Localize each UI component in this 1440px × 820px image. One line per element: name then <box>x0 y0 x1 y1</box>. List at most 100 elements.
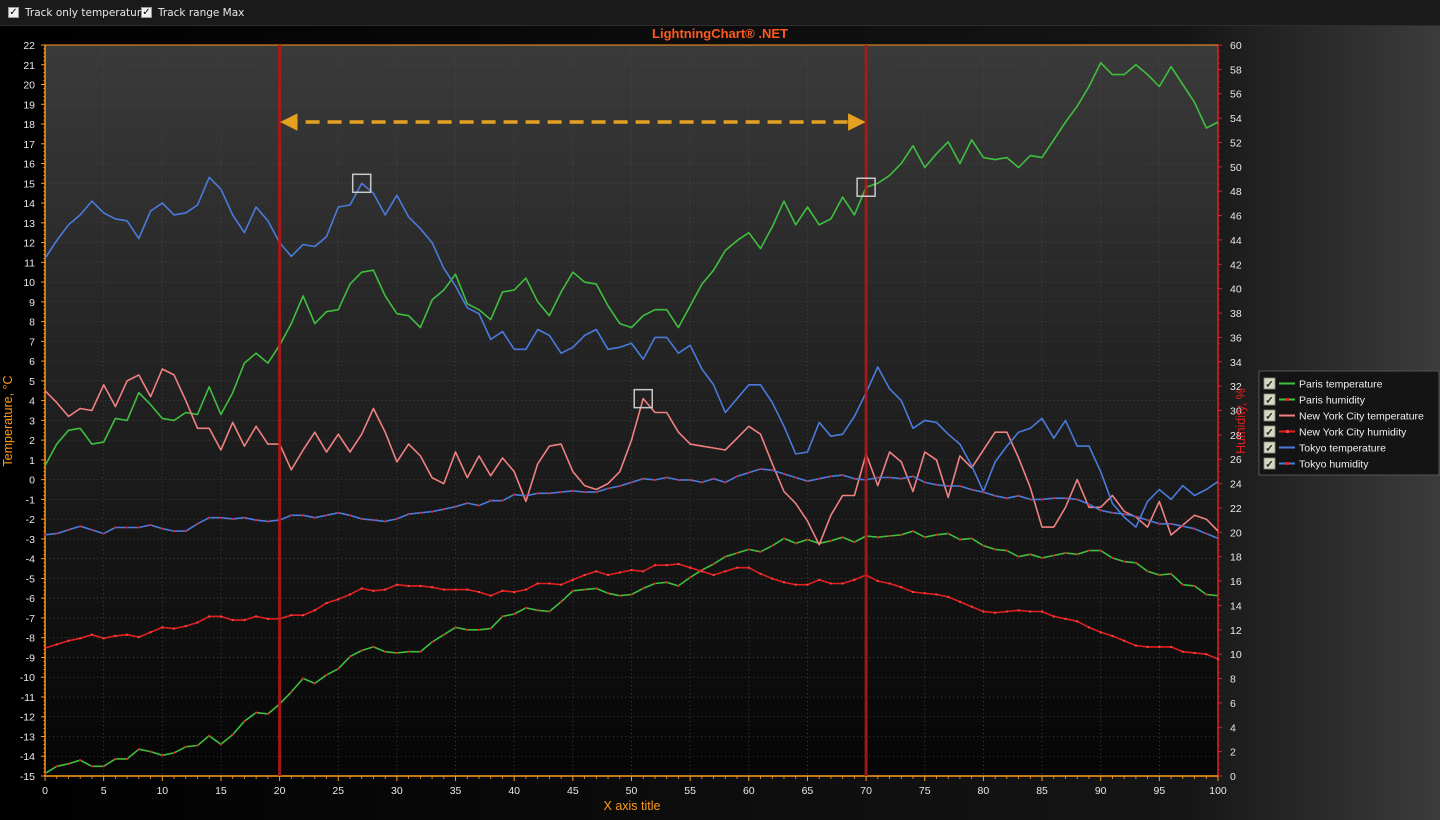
data-point <box>665 564 668 567</box>
data-point <box>524 606 527 609</box>
legend-checkbox-icon <box>1263 377 1276 390</box>
legend-item[interactable]: ✓ Paris temperature <box>1263 377 1383 391</box>
data-point <box>513 591 516 594</box>
x-tick-label: 25 <box>332 785 344 797</box>
data-point <box>161 527 164 530</box>
legend-item[interactable]: ✓ Tokyo humidity <box>1263 457 1369 471</box>
data-point <box>1181 525 1184 528</box>
plot-area <box>45 45 1218 776</box>
data-point <box>478 628 481 631</box>
data-point <box>1123 639 1126 642</box>
data-point <box>55 643 58 646</box>
data-point <box>55 765 58 768</box>
data-point <box>689 566 692 569</box>
data-point <box>618 571 621 574</box>
y-left-tick-label: 0 <box>29 475 35 487</box>
data-point <box>689 576 692 579</box>
data-point <box>571 578 574 581</box>
data-point <box>79 525 82 528</box>
data-point <box>935 483 938 486</box>
data-point <box>1099 549 1102 552</box>
y-axis-left-title: Temperature, °C <box>1 375 15 466</box>
data-point <box>489 627 492 630</box>
data-point <box>818 578 821 581</box>
data-point <box>1170 572 1173 575</box>
data-point <box>208 734 211 737</box>
data-point <box>478 591 481 594</box>
data-point <box>372 519 375 522</box>
data-point <box>923 481 926 484</box>
data-point <box>1134 561 1137 564</box>
data-point <box>501 589 504 592</box>
data-point <box>747 566 750 569</box>
data-point <box>149 524 152 527</box>
data-point <box>736 566 739 569</box>
data-point <box>384 520 387 523</box>
y-right-tick-label: 60 <box>1230 40 1242 52</box>
tracking-marker <box>351 173 372 194</box>
data-point <box>560 600 563 603</box>
data-point <box>994 548 997 551</box>
data-point <box>1041 498 1044 501</box>
y-right-tick-label: 4 <box>1230 722 1236 734</box>
data-point <box>1181 650 1184 653</box>
data-point <box>231 733 234 736</box>
x-tick-label: 35 <box>450 785 462 797</box>
data-point <box>1111 634 1114 637</box>
y-left-tick-label: 9 <box>29 297 35 309</box>
data-point <box>759 550 762 553</box>
x-tick-label: 70 <box>860 785 872 797</box>
data-point <box>114 526 117 529</box>
legend-item[interactable]: ✓ Paris humidity <box>1263 393 1366 407</box>
data-point <box>736 475 739 478</box>
data-point <box>266 712 269 715</box>
y-left-tick-label: 18 <box>23 119 35 131</box>
data-point <box>970 537 973 540</box>
data-point <box>161 626 164 629</box>
data-point <box>689 478 692 481</box>
series-paris-temperature <box>44 61 1219 467</box>
legend-item[interactable]: ✓ Tokyo temperature <box>1263 441 1386 455</box>
data-point <box>888 582 891 585</box>
data-point <box>677 584 680 587</box>
data-point <box>794 476 797 479</box>
track-range-max-checkbox[interactable]: ✓ Track range Max <box>141 5 244 20</box>
y-right-tick-label: 12 <box>1230 625 1242 637</box>
data-point <box>478 504 481 507</box>
y-left-tick-label: 3 <box>29 415 35 427</box>
data-point <box>313 516 316 519</box>
data-point <box>536 582 539 585</box>
y-right-tick-label: 8 <box>1230 674 1236 686</box>
data-point <box>1158 645 1161 648</box>
data-point <box>958 485 961 488</box>
data-point <box>184 530 187 533</box>
data-point <box>595 491 598 494</box>
y-left-tick-label: 11 <box>24 257 35 269</box>
legend-item[interactable]: ✓ New York City temperature <box>1263 409 1424 423</box>
data-point <box>912 475 915 478</box>
series-new-york-city-temperature <box>44 368 1219 546</box>
data-point <box>1064 552 1067 555</box>
data-point <box>1064 497 1067 500</box>
data-point <box>571 489 574 492</box>
data-point <box>712 563 715 566</box>
chart-area: 0 5 10 15 20 25 30 35 40 45 50 55 60 65 70 75 80 85 90 95 10… <box>0 26 1440 820</box>
data-point <box>302 514 305 517</box>
series-line <box>44 61 1219 467</box>
check-icon: ✓ <box>1265 412 1273 423</box>
legend-label: New York City temperature <box>1299 411 1424 423</box>
y-left-tick-label: 7 <box>29 336 35 348</box>
line-chart[interactable]: 0 5 10 15 20 25 30 35 40 45 50 55 60 65 70 75 80 85 90 95 10… <box>0 26 1440 820</box>
data-point <box>630 569 633 572</box>
track-temperature-checkbox[interactable]: ✓ Track only temperature <box>8 5 147 20</box>
data-point <box>712 477 715 480</box>
series-new-york-city-humidity <box>44 563 1219 661</box>
legend-item[interactable]: ✓ New York City humidity <box>1263 425 1407 439</box>
y-left-tick-label: -8 <box>26 633 35 645</box>
data-point <box>560 583 563 586</box>
data-point <box>243 720 246 723</box>
y-right-tick-label: 44 <box>1230 235 1242 247</box>
checkbox-checked-icon: ✓ <box>8 7 19 18</box>
data-point <box>665 581 668 584</box>
data-point <box>395 517 398 520</box>
